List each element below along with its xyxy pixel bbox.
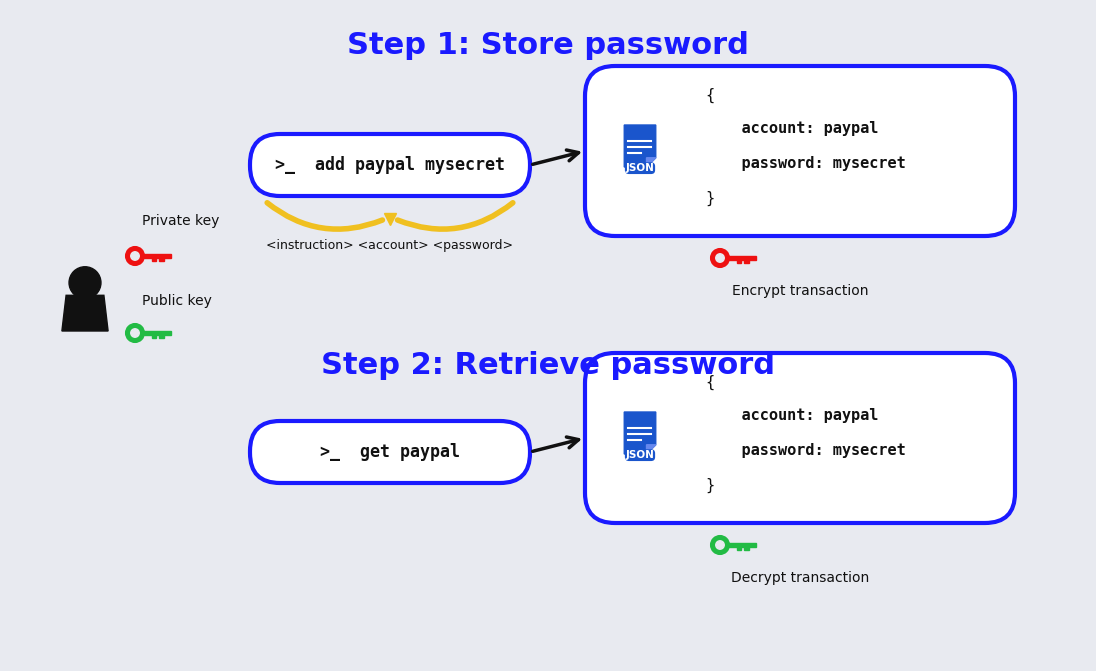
Bar <box>737 545 741 550</box>
FancyBboxPatch shape <box>585 353 1015 523</box>
FancyArrow shape <box>144 331 171 336</box>
Text: {: { <box>705 88 715 103</box>
Circle shape <box>716 254 724 262</box>
Bar <box>737 258 741 263</box>
Polygon shape <box>647 158 655 167</box>
Circle shape <box>716 541 724 550</box>
Bar <box>744 545 749 550</box>
Polygon shape <box>61 295 109 331</box>
Circle shape <box>126 247 145 265</box>
Polygon shape <box>647 445 655 454</box>
FancyArrow shape <box>729 256 756 260</box>
Text: }: } <box>705 191 715 206</box>
Text: account: paypal: account: paypal <box>705 121 878 136</box>
FancyBboxPatch shape <box>250 134 530 196</box>
Text: {: { <box>705 375 715 391</box>
Text: Public key: Public key <box>142 294 212 308</box>
Circle shape <box>710 535 729 554</box>
FancyBboxPatch shape <box>625 450 655 461</box>
Circle shape <box>126 323 145 342</box>
Text: account: paypal: account: paypal <box>705 408 878 423</box>
Polygon shape <box>625 125 655 167</box>
Text: Step 2: Retrieve password: Step 2: Retrieve password <box>321 352 775 380</box>
Text: password: mysecret: password: mysecret <box>705 443 905 458</box>
Text: <instruction> <account> <password>: <instruction> <account> <password> <box>266 240 514 252</box>
Bar <box>151 256 156 261</box>
Text: >_  get paypal: >_ get paypal <box>320 443 460 461</box>
Bar <box>151 333 156 338</box>
FancyArrow shape <box>144 254 171 258</box>
Bar <box>159 333 163 338</box>
Text: }: } <box>705 478 715 493</box>
Text: Private key: Private key <box>142 214 219 228</box>
FancyBboxPatch shape <box>250 421 530 483</box>
Text: JSON: JSON <box>626 163 654 173</box>
Text: password: mysecret: password: mysecret <box>705 156 905 171</box>
Polygon shape <box>625 412 655 454</box>
Text: Decrypt transaction: Decrypt transaction <box>731 571 869 585</box>
FancyBboxPatch shape <box>625 162 655 174</box>
FancyBboxPatch shape <box>585 66 1015 236</box>
Text: Encrypt transaction: Encrypt transaction <box>732 284 868 298</box>
Circle shape <box>710 249 729 267</box>
Text: >_  add paypal mysecret: >_ add paypal mysecret <box>275 156 505 174</box>
Bar <box>744 258 749 263</box>
Text: JSON: JSON <box>626 450 654 460</box>
Circle shape <box>130 252 139 260</box>
Text: Step 1: Store password: Step 1: Store password <box>347 32 749 60</box>
FancyArrow shape <box>729 543 756 548</box>
Bar <box>159 256 163 261</box>
Circle shape <box>130 329 139 338</box>
Circle shape <box>69 267 101 299</box>
